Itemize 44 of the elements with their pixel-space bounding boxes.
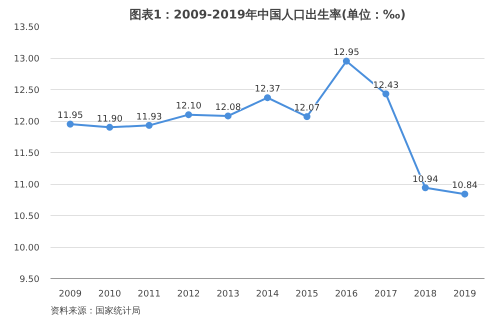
x-tick-label: 2015: [296, 290, 318, 300]
data-label: 11.93: [136, 112, 162, 122]
point: [264, 94, 271, 102]
y-tick-label: 11.50: [14, 149, 40, 159]
x-tick-label: 2014: [256, 290, 280, 300]
y-tick-label: 12.50: [14, 86, 40, 96]
y-tick-label: 13.50: [14, 23, 40, 33]
x-tick-label: 2016: [334, 290, 358, 300]
x-tick-label: 2019: [453, 290, 476, 300]
point: [224, 112, 232, 120]
data-label: 10.94: [412, 174, 438, 185]
point: [66, 120, 74, 128]
x-tick-label: 2012: [177, 290, 200, 300]
y-tick-label: 12.00: [14, 118, 40, 128]
y-tick-label: 9.50: [19, 275, 40, 285]
x-tick-label: 2013: [216, 290, 240, 300]
data-label: 12.37: [254, 84, 280, 95]
data-label: 12.08: [215, 102, 242, 113]
x-tick-label: 2009: [58, 290, 82, 300]
x-tick-label: 2011: [138, 290, 161, 300]
point: [185, 111, 192, 118]
data-label: 12.95: [334, 48, 360, 58]
y-tick-label: 11.00: [14, 180, 40, 190]
chart-title: 图表1：2009-2019年中国人口出生率(单位：‰): [129, 8, 406, 22]
data-label: 12.10: [176, 102, 202, 112]
y-tick-label: 10.00: [14, 244, 40, 254]
point: [303, 113, 310, 120]
x-tick-label: 2018: [414, 290, 438, 300]
y-tick-label: 13.00: [14, 54, 40, 64]
point: [106, 124, 114, 131]
x-tick-label: 2010: [98, 290, 122, 300]
y-tick-label: 10.50: [14, 212, 40, 222]
text: 资料来源：国家统计局: [50, 306, 140, 316]
data-label: 12.43: [372, 80, 399, 91]
data-label: 12.07: [294, 104, 320, 114]
data-label: 11.90: [96, 114, 123, 124]
point: [422, 184, 429, 192]
point: [342, 58, 350, 65]
point: [382, 90, 390, 98]
point: [146, 122, 153, 129]
data-label: 11.95: [57, 111, 84, 122]
data-label: 10.84: [452, 181, 478, 192]
point: [461, 190, 468, 198]
x-tick-label: 2017: [374, 290, 398, 300]
